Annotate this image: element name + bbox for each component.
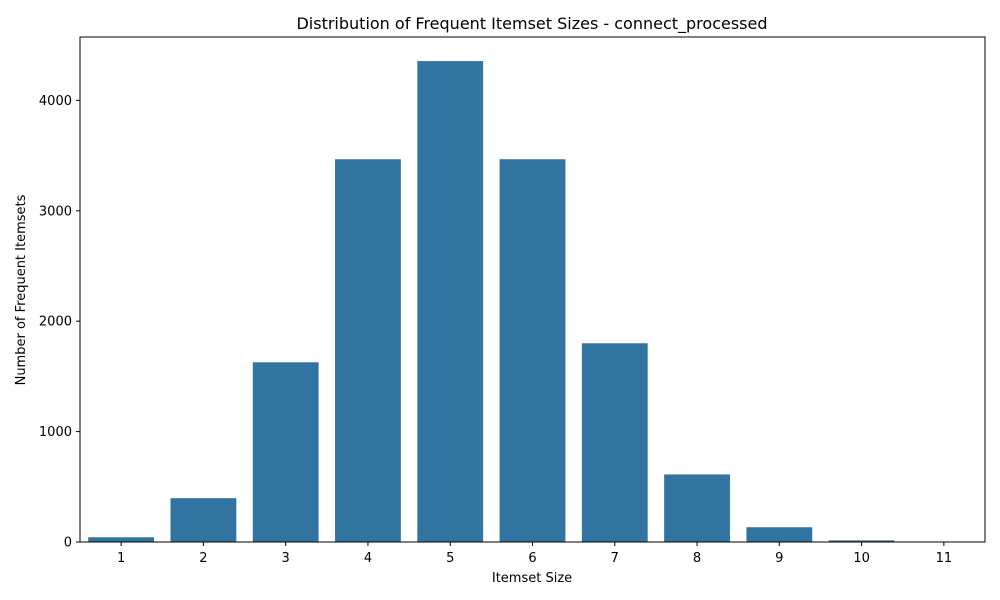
x-tick-label: 3 — [282, 551, 290, 566]
x-tick-label: 7 — [611, 551, 619, 566]
bar-9 — [746, 527, 813, 542]
x-tick-label: 11 — [936, 551, 953, 566]
x-tick-label: 5 — [446, 551, 454, 566]
bar-6 — [499, 159, 566, 542]
bar-3 — [252, 362, 319, 542]
bar-8 — [664, 474, 730, 542]
bar-1 — [88, 537, 155, 542]
y-tick-label: 1000 — [39, 425, 72, 440]
x-tick-label: 2 — [199, 551, 207, 566]
x-tick-label: 4 — [364, 551, 372, 566]
chart-title: Distribution of Frequent Itemset Sizes -… — [296, 14, 767, 34]
y-tick-label: 0 — [64, 536, 72, 551]
y-axis: 0 1000 2000 3000 4000 — [39, 94, 80, 551]
bar-2 — [170, 498, 237, 542]
bar-7 — [581, 343, 648, 542]
bar-4 — [335, 159, 401, 542]
x-tick-label: 10 — [853, 551, 870, 566]
bar-5 — [417, 61, 484, 542]
bars-group — [88, 61, 977, 542]
bar-10 — [828, 540, 895, 542]
x-tick-label: 6 — [528, 551, 536, 566]
x-tick-label: 9 — [775, 551, 783, 566]
x-axis-label: Itemset Size — [492, 571, 572, 586]
y-tick-label: 2000 — [39, 315, 72, 330]
y-axis-label: Number of Frequent Itemsets — [14, 194, 29, 385]
x-tick-label: 8 — [693, 551, 701, 566]
y-tick-label: 4000 — [39, 94, 72, 109]
plot-frame — [79, 36, 986, 543]
x-axis: 1 2 3 4 5 6 7 8 9 10 11 — [117, 542, 952, 566]
x-tick-label: 1 — [117, 551, 125, 566]
y-tick-label: 3000 — [39, 204, 72, 219]
